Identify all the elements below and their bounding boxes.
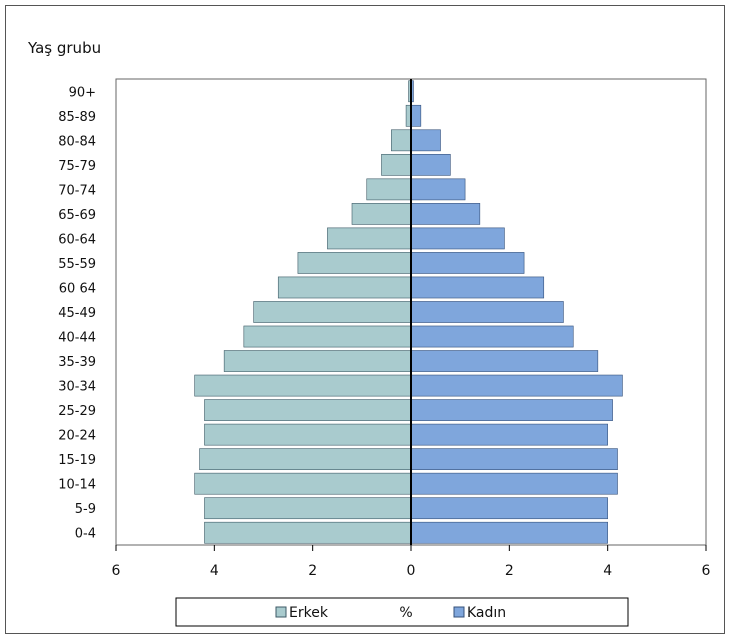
bar-erkek-15-19	[199, 448, 412, 471]
bar-kadin-35-39	[410, 350, 599, 372]
legend-label-erkek: Erkek	[289, 605, 329, 621]
bar-erkek-55-59	[297, 252, 412, 274]
x-tick-label: 6	[112, 563, 121, 579]
category-label: 80-84	[58, 134, 96, 149]
bar-erkek-10-14	[194, 472, 412, 495]
category-label: 75-79	[58, 159, 96, 174]
legend-label-kadin: Kadın	[467, 605, 506, 621]
bar-erkek-60-64	[327, 227, 412, 250]
legend-swatch-erkek	[275, 606, 287, 618]
bar-kadin-65-69	[410, 203, 481, 225]
category-label: 10-14	[58, 478, 96, 493]
bar-kadin-80-84	[410, 129, 441, 152]
population-pyramid-chart: Yaş grubu 0-4 5-9 10-14 15-19 20-24 25-29 30-3…	[27, 39, 711, 627]
bar-kadin-60-64	[410, 227, 505, 250]
category-label: 30-34	[58, 380, 96, 395]
legend: Erkek% Kadın	[175, 597, 629, 627]
bar-erkek-45-49	[253, 301, 412, 323]
chart-frame: Yaş grubu 0-4 5-9 10-14 15-19 20-24 25-29 30-3…	[5, 5, 725, 634]
category-label: 15-19	[58, 453, 96, 468]
category-label: 65-69	[58, 208, 96, 223]
bar-kadin-20-24	[410, 423, 608, 446]
x-tick-label: 6	[702, 563, 711, 579]
bar-kadin-60 64	[410, 276, 545, 299]
category-label: 5-9	[75, 502, 96, 517]
bar-kadin-25-29	[410, 399, 613, 421]
bar-erkek-20-24	[204, 423, 412, 446]
y-axis-label: Yaş grubu	[27, 39, 101, 57]
category-label: 0-4	[75, 527, 96, 542]
bar-erkek-40-44	[243, 325, 412, 348]
category-labels: 0-4 5-9 10-14 15-19 20-24 25-29 30-34 35-39 40-4…	[58, 85, 96, 541]
x-tick-label: 4	[603, 563, 612, 579]
legend-box	[175, 597, 629, 627]
legend-swatch-kadin	[453, 606, 465, 618]
category-label: 40-44	[58, 331, 96, 346]
bar-erkek-65-69	[351, 203, 412, 225]
bar-erkek-60 64	[277, 276, 412, 299]
category-label: 55-59	[58, 257, 96, 272]
bar-kadin-70-74	[410, 178, 466, 201]
category-label: 60-64	[58, 232, 96, 247]
x-axis-unit-label: %	[399, 605, 412, 621]
bars-group	[194, 79, 623, 545]
bar-erkek-5-9	[204, 497, 412, 520]
bar-kadin-40-44	[410, 325, 574, 348]
category-label: 60 64	[59, 281, 96, 296]
category-label: 85-89	[58, 110, 96, 125]
bar-erkek-25-29	[204, 399, 412, 421]
category-label: 35-39	[58, 355, 96, 370]
bar-kadin-0-4	[410, 521, 608, 544]
bar-kadin-15-19	[410, 448, 618, 471]
bar-erkek-30-34	[194, 374, 412, 397]
x-axis: 6 4 2 0 2 4 6	[112, 545, 711, 579]
bar-erkek-0-4	[204, 521, 412, 544]
x-tick-label: 0	[407, 563, 416, 579]
bar-kadin-5-9	[410, 497, 608, 520]
bar-kadin-45-49	[410, 301, 564, 323]
bar-erkek-70-74	[366, 178, 412, 201]
bar-kadin-75-79	[410, 153, 451, 176]
category-label: 90+	[69, 85, 96, 100]
category-label: 25-29	[58, 404, 96, 419]
bar-kadin-85-89	[410, 104, 422, 127]
bar-erkek-75-79	[381, 153, 412, 176]
bar-erkek-80-84	[391, 129, 412, 152]
category-label: 20-24	[58, 429, 96, 444]
x-tick-label: 2	[505, 563, 514, 579]
category-label: 45-49	[58, 306, 96, 321]
x-tick-label: 4	[210, 563, 219, 579]
x-tick-label: 2	[308, 563, 317, 579]
category-label: 70-74	[58, 183, 96, 198]
bar-erkek-35-39	[223, 350, 412, 372]
bar-kadin-55-59	[410, 252, 525, 274]
bar-kadin-10-14	[410, 472, 618, 495]
bar-kadin-30-34	[410, 374, 623, 397]
